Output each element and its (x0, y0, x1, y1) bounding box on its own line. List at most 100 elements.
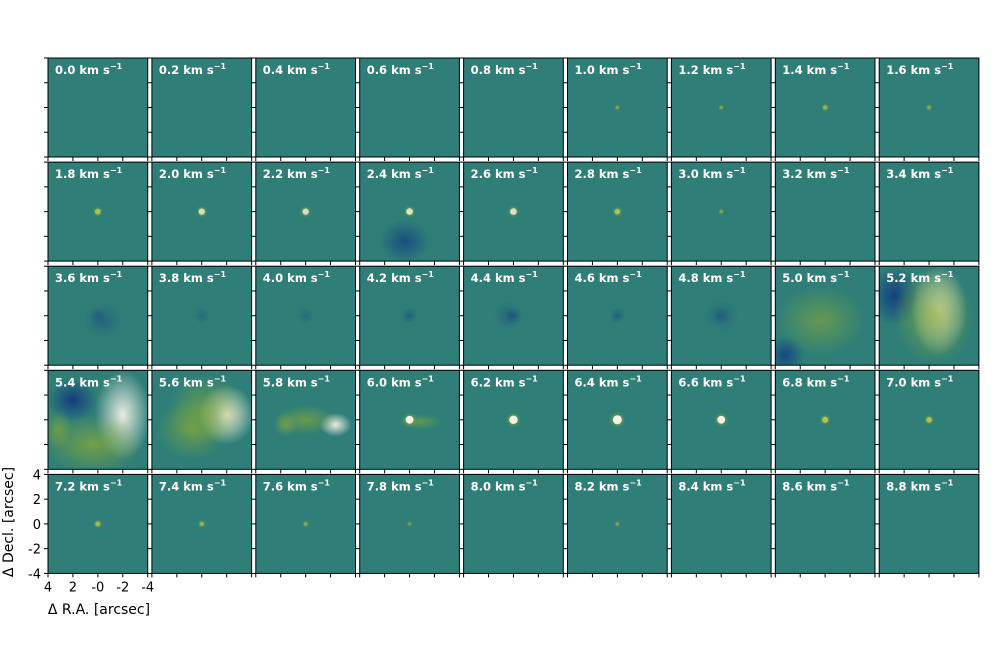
velocity-label: 2.6 km s−1 (471, 166, 539, 181)
channel-panel: 8.8 km s−1 (875, 473, 980, 578)
y-tick-label: 2 (33, 493, 41, 508)
extended-emission (273, 412, 298, 437)
absorption-dip (193, 307, 210, 324)
velocity-label: 8.4 km s−1 (678, 478, 746, 493)
source-halo (406, 520, 413, 528)
source-halo (820, 103, 830, 112)
velocity-label: 6.6 km s−1 (678, 374, 746, 389)
channel-panel: 4.2 km s−1 (355, 265, 460, 370)
channel-panel: 2.0 km s−1 (147, 161, 253, 266)
extended-emission (894, 266, 974, 366)
channel-panel: 6.4 km s−1 (563, 369, 668, 474)
velocity-label: 4.6 km s−1 (575, 270, 643, 285)
channel-panel: 3.2 km s−1 (771, 161, 876, 266)
absorption-dip (609, 307, 626, 324)
panel-background (879, 162, 979, 262)
velocity-label: 1.8 km s−1 (55, 166, 123, 181)
panel-background (775, 474, 875, 574)
panel-background (48, 58, 148, 157)
velocity-label: 3.2 km s−1 (782, 166, 850, 181)
absorption-dip (505, 307, 522, 324)
source-peak (198, 208, 205, 215)
velocity-label: 0.4 km s−1 (263, 62, 331, 77)
channel-panel: 4.4 km s−1 (459, 265, 564, 370)
y-tick-label: -4 (28, 567, 41, 582)
channel-panel: 3.0 km s−1 (667, 161, 772, 266)
source-halo (613, 104, 621, 111)
source-peak (615, 522, 620, 526)
channel-panel: 6.8 km s−1 (771, 369, 876, 474)
channel-panel: 5.4 km s−1 (44, 369, 149, 474)
channel-panel: 7.2 km s−1 (44, 473, 149, 578)
panel-background (879, 474, 979, 574)
y-tick-label: 4 (33, 468, 41, 483)
channel-panel: 8.2 km s−1 (563, 473, 668, 578)
channel-panel: 7.8 km s−1 (355, 473, 460, 578)
y-axis-title: Δ Decl. [arcsec] (1, 467, 17, 577)
source-peak (927, 105, 931, 110)
panel-background (671, 474, 772, 574)
velocity-label: 2.8 km s−1 (575, 166, 643, 181)
velocity-label: 4.2 km s−1 (367, 270, 435, 285)
source-peak (407, 522, 412, 526)
source-peak (406, 208, 413, 215)
velocity-label: 8.6 km s−1 (782, 478, 850, 493)
channel-panel: 2.8 km s−1 (563, 161, 668, 266)
source-peak (509, 415, 518, 424)
source-peak (614, 208, 621, 215)
panel-background (255, 58, 356, 157)
velocity-label: 8.0 km s−1 (471, 478, 539, 493)
source-peak (822, 105, 828, 110)
absorption-dip (297, 307, 314, 324)
channel-panel: 6.6 km s−1 (667, 369, 772, 474)
source-halo (717, 208, 725, 216)
velocity-label: 3.6 km s−1 (55, 270, 123, 285)
velocity-label: 0.0 km s−1 (55, 62, 123, 77)
source-peak (405, 415, 414, 424)
channel-panel: 2.6 km s−1 (459, 161, 564, 266)
channel-panel: 0.0 km s−1 (44, 57, 149, 161)
velocity-label: 2.0 km s−1 (159, 166, 227, 181)
velocity-label: 1.4 km s−1 (782, 62, 850, 77)
velocity-label: 2.4 km s−1 (367, 166, 435, 181)
velocity-label: 3.0 km s−1 (678, 166, 746, 181)
source-peak (822, 416, 829, 423)
velocity-label: 0.8 km s−1 (471, 62, 539, 77)
velocity-label: 1.6 km s−1 (886, 62, 954, 77)
channel-panel: 8.4 km s−1 (667, 473, 772, 578)
velocity-label: 7.6 km s−1 (263, 478, 331, 493)
y-tick-label: -2 (28, 543, 41, 558)
velocity-label: 7.4 km s−1 (159, 478, 227, 493)
velocity-label: 8.2 km s−1 (575, 478, 643, 493)
source-peak (199, 521, 204, 527)
source-peak (302, 208, 309, 215)
extended-emission (166, 375, 247, 445)
velocity-label: 1.2 km s−1 (678, 62, 746, 77)
extended-emission (48, 409, 73, 450)
channel-panel: 2.4 km s−1 (355, 161, 460, 266)
velocity-label: 7.8 km s−1 (367, 478, 435, 493)
source-peak (717, 415, 726, 424)
source-peak (510, 208, 517, 215)
velocity-label: 5.4 km s−1 (55, 374, 123, 389)
velocity-label: 3.8 km s−1 (159, 270, 227, 285)
channel-map-grid: 0.0 km s−1 0.2 km s−1 0.4 km s−1 0.6 km s−1… (44, 57, 980, 578)
x-axis-title: Δ R.A. [arcsec] (48, 602, 150, 618)
channel-panel: 7.4 km s−1 (147, 473, 253, 578)
source-peak (719, 209, 724, 214)
extended-emission (775, 335, 806, 366)
panel-background (463, 58, 564, 157)
x-tick-label: -0 (91, 580, 104, 595)
velocity-label: 8.8 km s−1 (886, 478, 954, 493)
source-peak (612, 415, 622, 425)
velocity-label: 4.4 km s−1 (471, 270, 539, 285)
channel-panel: 0.2 km s−1 (147, 57, 253, 161)
channel-panel: 7.0 km s−1 (875, 369, 980, 474)
velocity-label: 6.8 km s−1 (782, 374, 850, 389)
x-tick-label: -2 (116, 580, 129, 595)
channel-panel: 4.8 km s−1 (667, 265, 772, 370)
y-tick-label: 0 (33, 518, 41, 533)
absorption-dip (713, 307, 730, 324)
channel-panel: 6.2 km s−1 (459, 369, 564, 474)
